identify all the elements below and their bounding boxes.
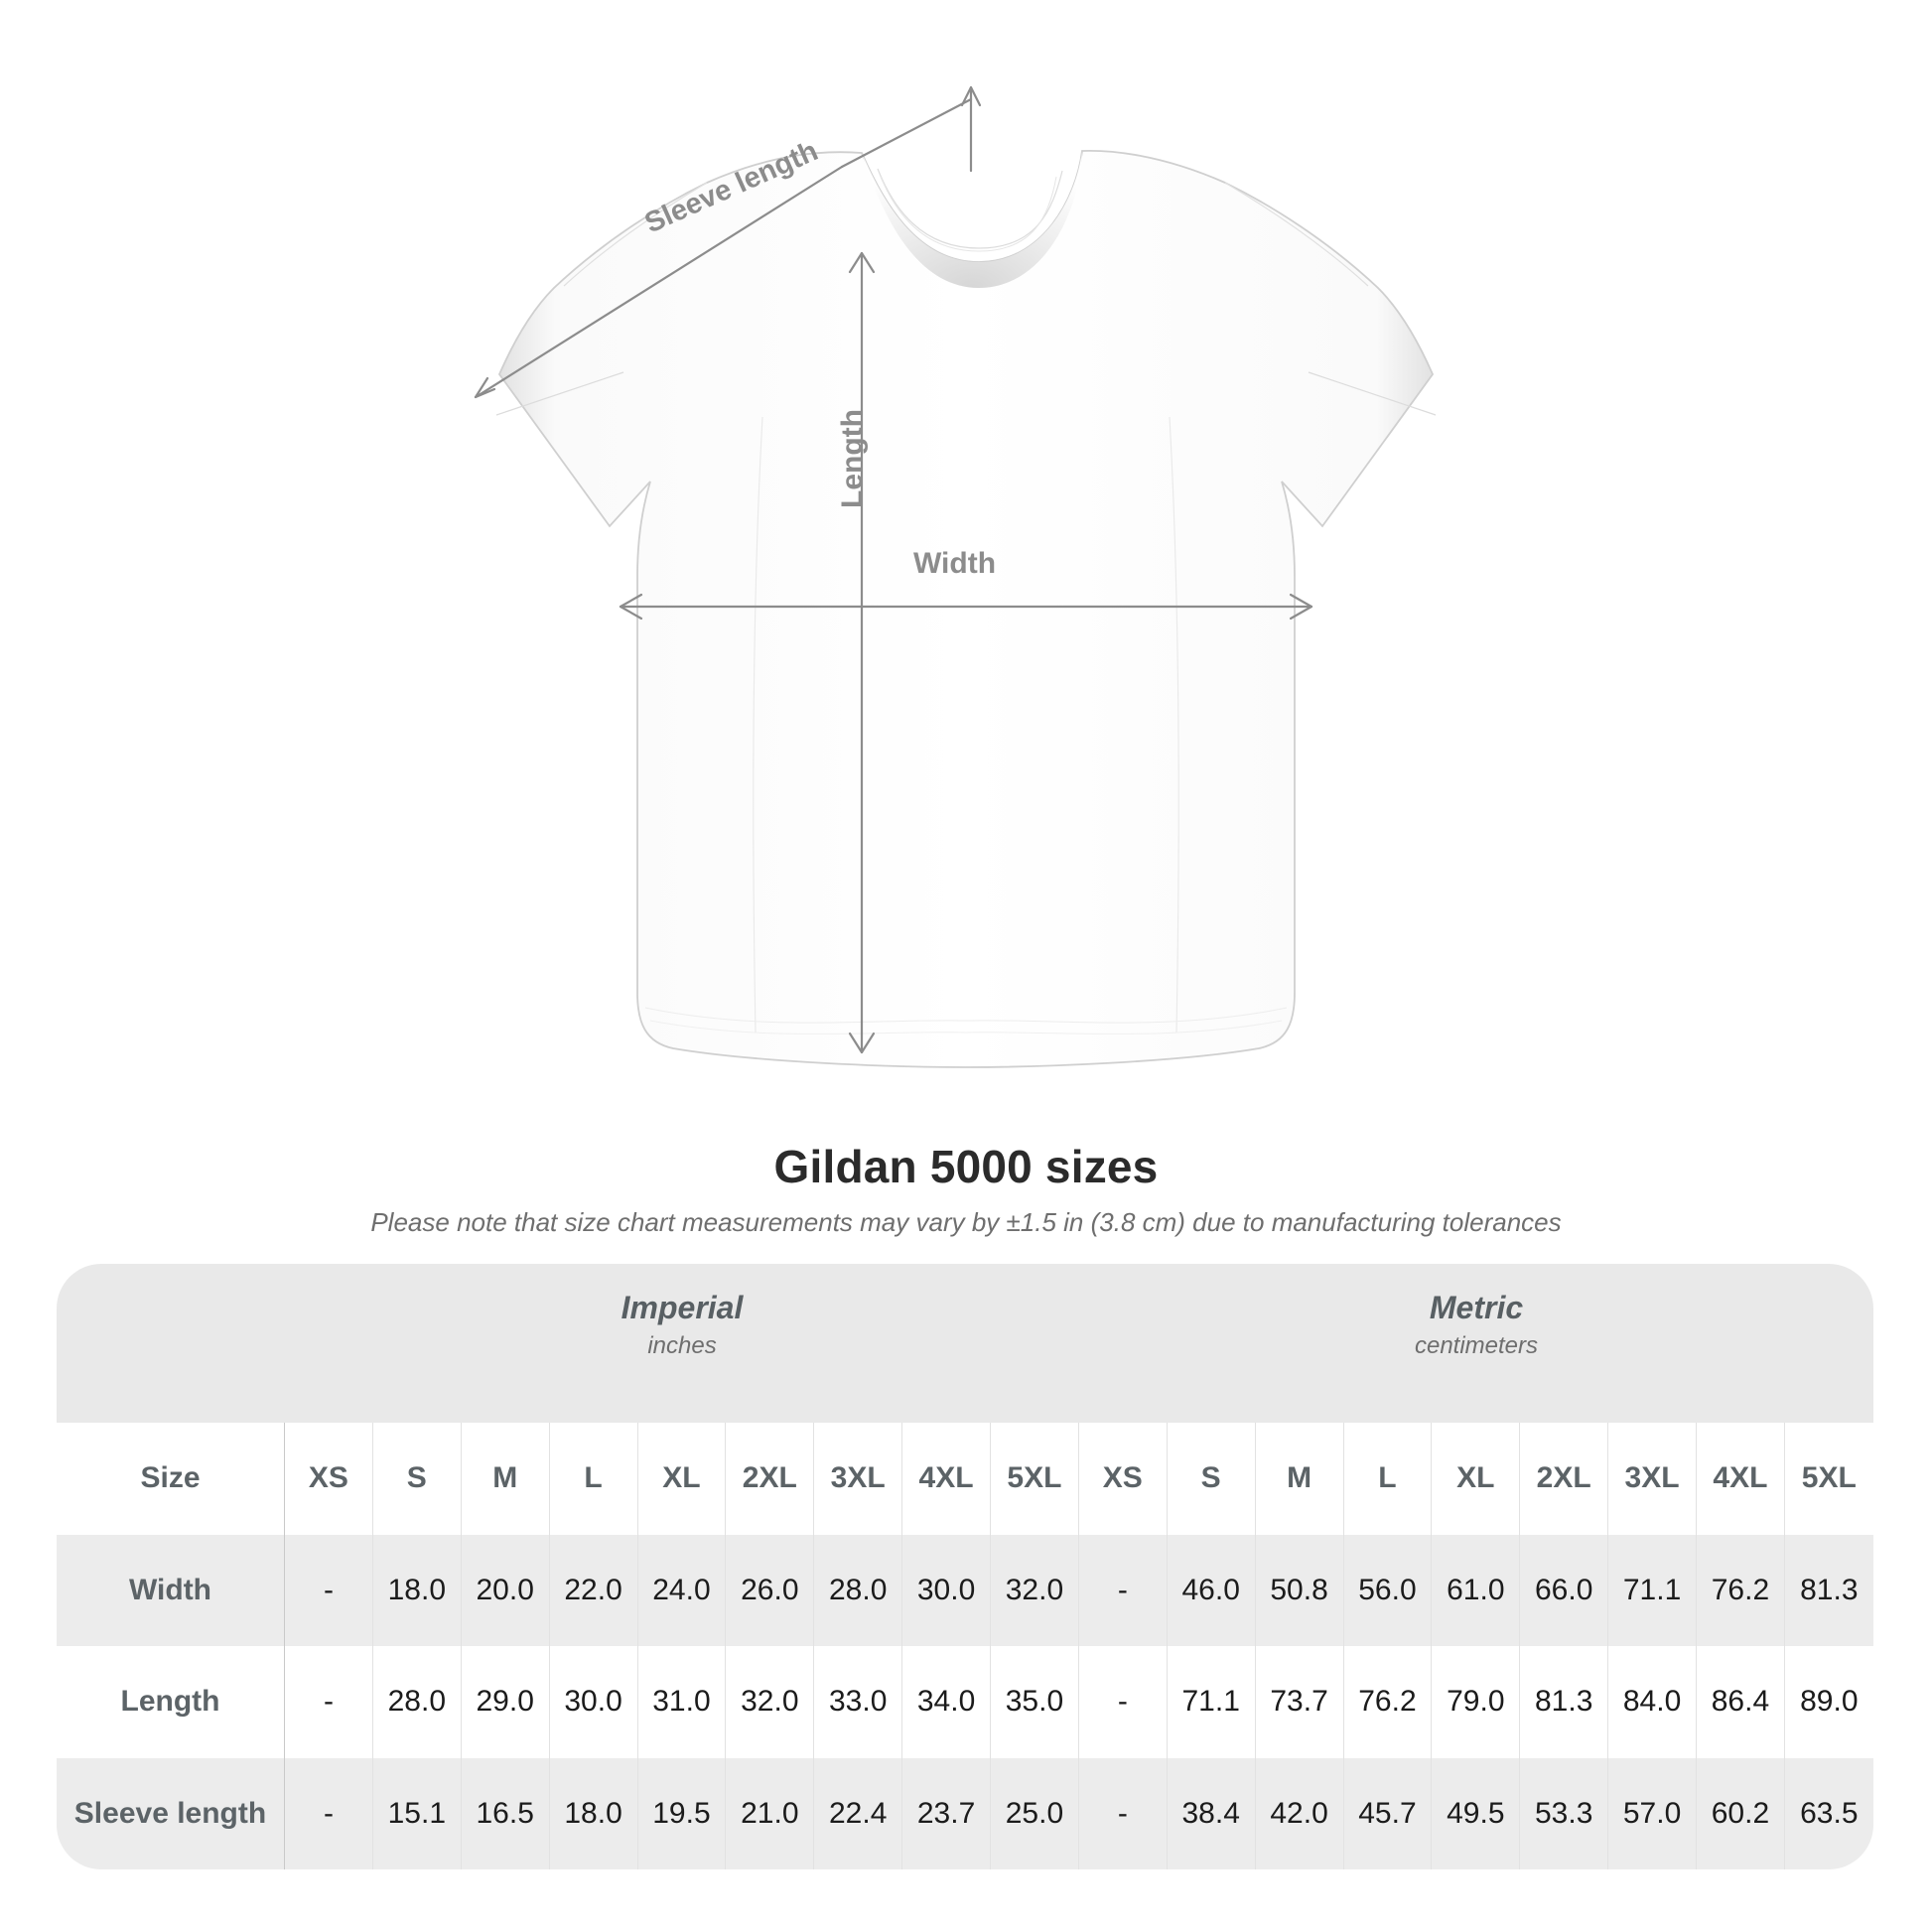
svg-text:Length: Length	[836, 409, 869, 508]
svg-text:Width: Width	[913, 547, 996, 580]
